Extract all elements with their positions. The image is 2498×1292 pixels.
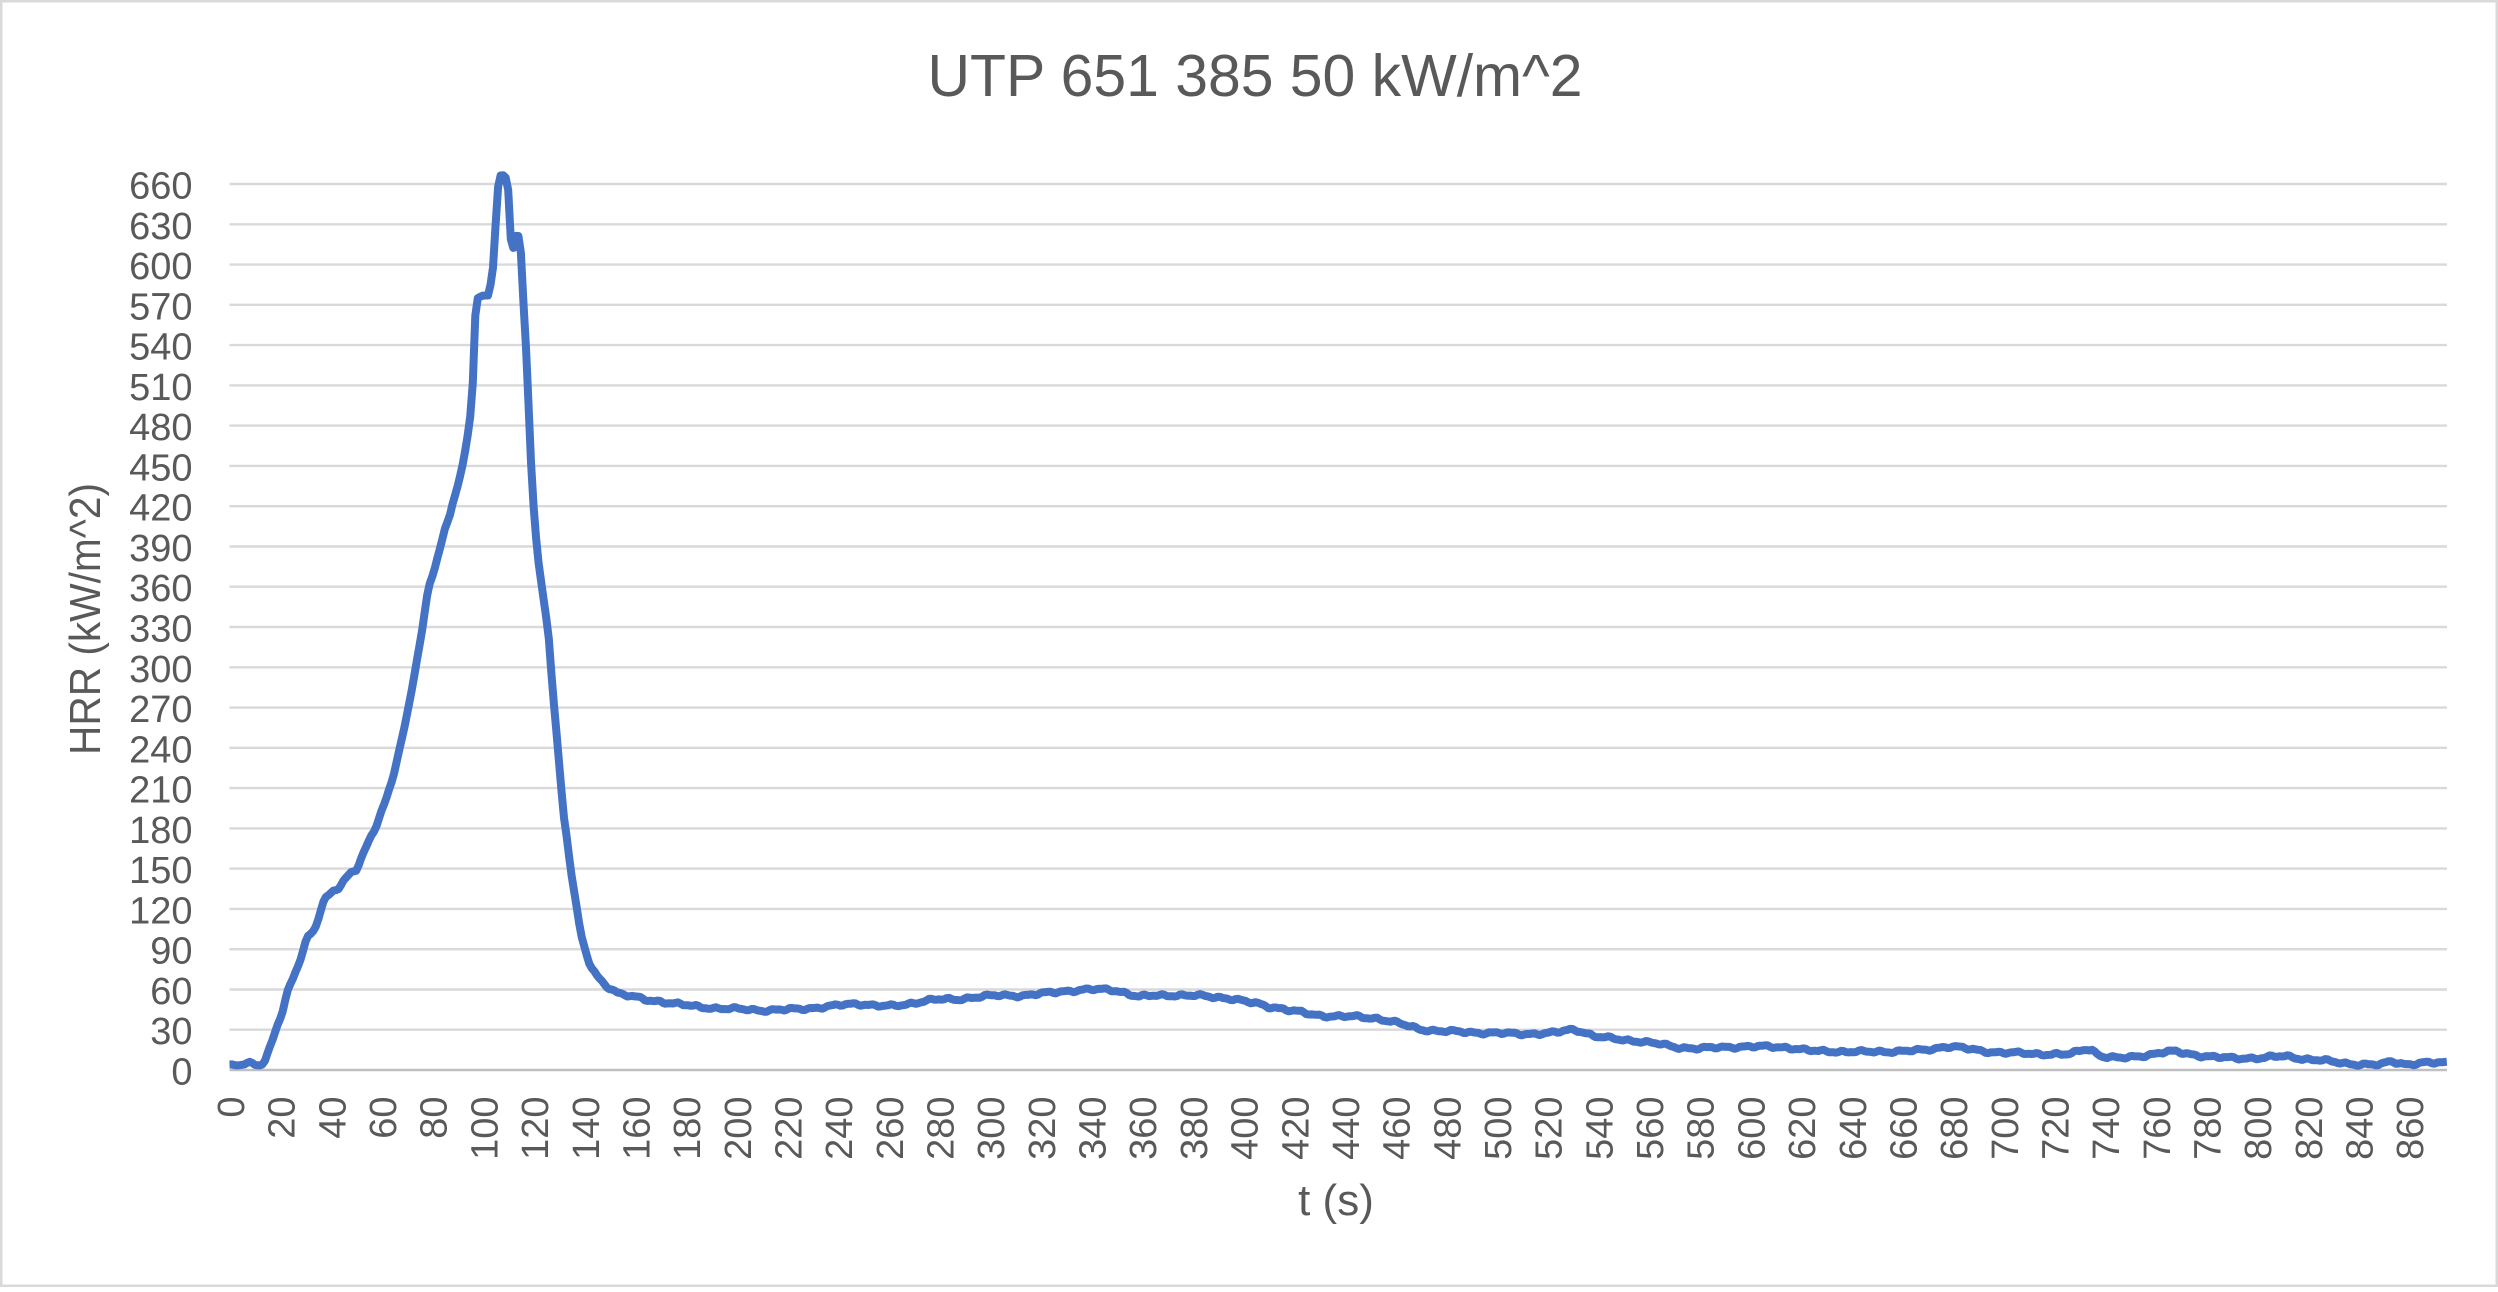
svg-text:420: 420	[1275, 1097, 1317, 1160]
svg-text:840: 840	[2340, 1097, 2382, 1160]
svg-text:160: 160	[616, 1097, 658, 1160]
svg-text:240: 240	[819, 1097, 861, 1160]
svg-text:560: 560	[1630, 1097, 1672, 1160]
svg-text:680: 680	[1934, 1097, 1976, 1160]
svg-text:460: 460	[1377, 1097, 1419, 1160]
svg-text:330: 330	[129, 609, 192, 651]
svg-text:480: 480	[1427, 1097, 1469, 1160]
svg-text:180: 180	[129, 810, 192, 852]
svg-text:60: 60	[363, 1097, 405, 1139]
svg-text:90: 90	[150, 931, 192, 973]
svg-text:t (s): t (s)	[1298, 1176, 1374, 1225]
svg-text:630: 630	[129, 206, 192, 248]
svg-text:660: 660	[129, 166, 192, 208]
svg-text:760: 760	[2137, 1097, 2179, 1160]
svg-text:HRR (kW/m^2): HRR (kW/m^2)	[61, 483, 110, 755]
svg-text:620: 620	[1782, 1097, 1824, 1160]
svg-text:860: 860	[2390, 1097, 2432, 1160]
svg-text:150: 150	[129, 850, 192, 892]
svg-text:740: 740	[2086, 1097, 2128, 1160]
svg-text:390: 390	[129, 528, 192, 570]
svg-text:100: 100	[464, 1097, 506, 1160]
svg-text:510: 510	[129, 367, 192, 409]
svg-text:570: 570	[129, 286, 192, 328]
svg-text:540: 540	[1579, 1097, 1621, 1160]
svg-text:360: 360	[129, 568, 192, 610]
svg-text:480: 480	[129, 407, 192, 449]
svg-text:240: 240	[129, 729, 192, 771]
svg-text:0: 0	[171, 1052, 192, 1094]
svg-text:720: 720	[2036, 1097, 2078, 1160]
svg-text:0: 0	[211, 1097, 253, 1118]
svg-text:520: 520	[1529, 1097, 1571, 1160]
svg-text:220: 220	[769, 1097, 811, 1160]
svg-text:320: 320	[1022, 1097, 1064, 1160]
svg-text:640: 640	[1833, 1097, 1875, 1160]
svg-text:140: 140	[566, 1097, 608, 1160]
svg-text:440: 440	[1326, 1097, 1368, 1160]
svg-text:300: 300	[971, 1097, 1013, 1160]
svg-text:450: 450	[129, 447, 192, 489]
svg-text:80: 80	[414, 1097, 456, 1139]
svg-text:600: 600	[129, 246, 192, 288]
svg-text:300: 300	[129, 649, 192, 691]
svg-text:580: 580	[1681, 1097, 1723, 1160]
svg-text:540: 540	[129, 327, 192, 369]
svg-text:360: 360	[1123, 1097, 1165, 1160]
svg-text:40: 40	[312, 1097, 354, 1139]
svg-text:UTP 651 385 50 kW/m^2: UTP 651 385 50 kW/m^2	[928, 43, 1583, 109]
svg-text:800: 800	[2238, 1097, 2280, 1160]
svg-text:700: 700	[1985, 1097, 2027, 1160]
svg-text:120: 120	[129, 890, 192, 932]
svg-text:420: 420	[129, 488, 192, 530]
svg-text:500: 500	[1478, 1097, 1520, 1160]
svg-text:600: 600	[1731, 1097, 1773, 1160]
svg-text:200: 200	[718, 1097, 760, 1160]
svg-text:30: 30	[150, 1011, 192, 1053]
svg-text:820: 820	[2289, 1097, 2331, 1160]
svg-text:380: 380	[1174, 1097, 1216, 1160]
svg-text:210: 210	[129, 770, 192, 812]
svg-text:270: 270	[129, 689, 192, 731]
svg-text:400: 400	[1225, 1097, 1267, 1160]
svg-text:660: 660	[1883, 1097, 1925, 1160]
svg-text:280: 280	[921, 1097, 963, 1160]
svg-text:340: 340	[1073, 1097, 1115, 1160]
svg-text:260: 260	[870, 1097, 912, 1160]
svg-text:180: 180	[667, 1097, 709, 1160]
svg-text:60: 60	[150, 971, 192, 1013]
svg-text:780: 780	[2188, 1097, 2230, 1160]
svg-text:120: 120	[515, 1097, 557, 1160]
svg-text:20: 20	[262, 1097, 304, 1139]
